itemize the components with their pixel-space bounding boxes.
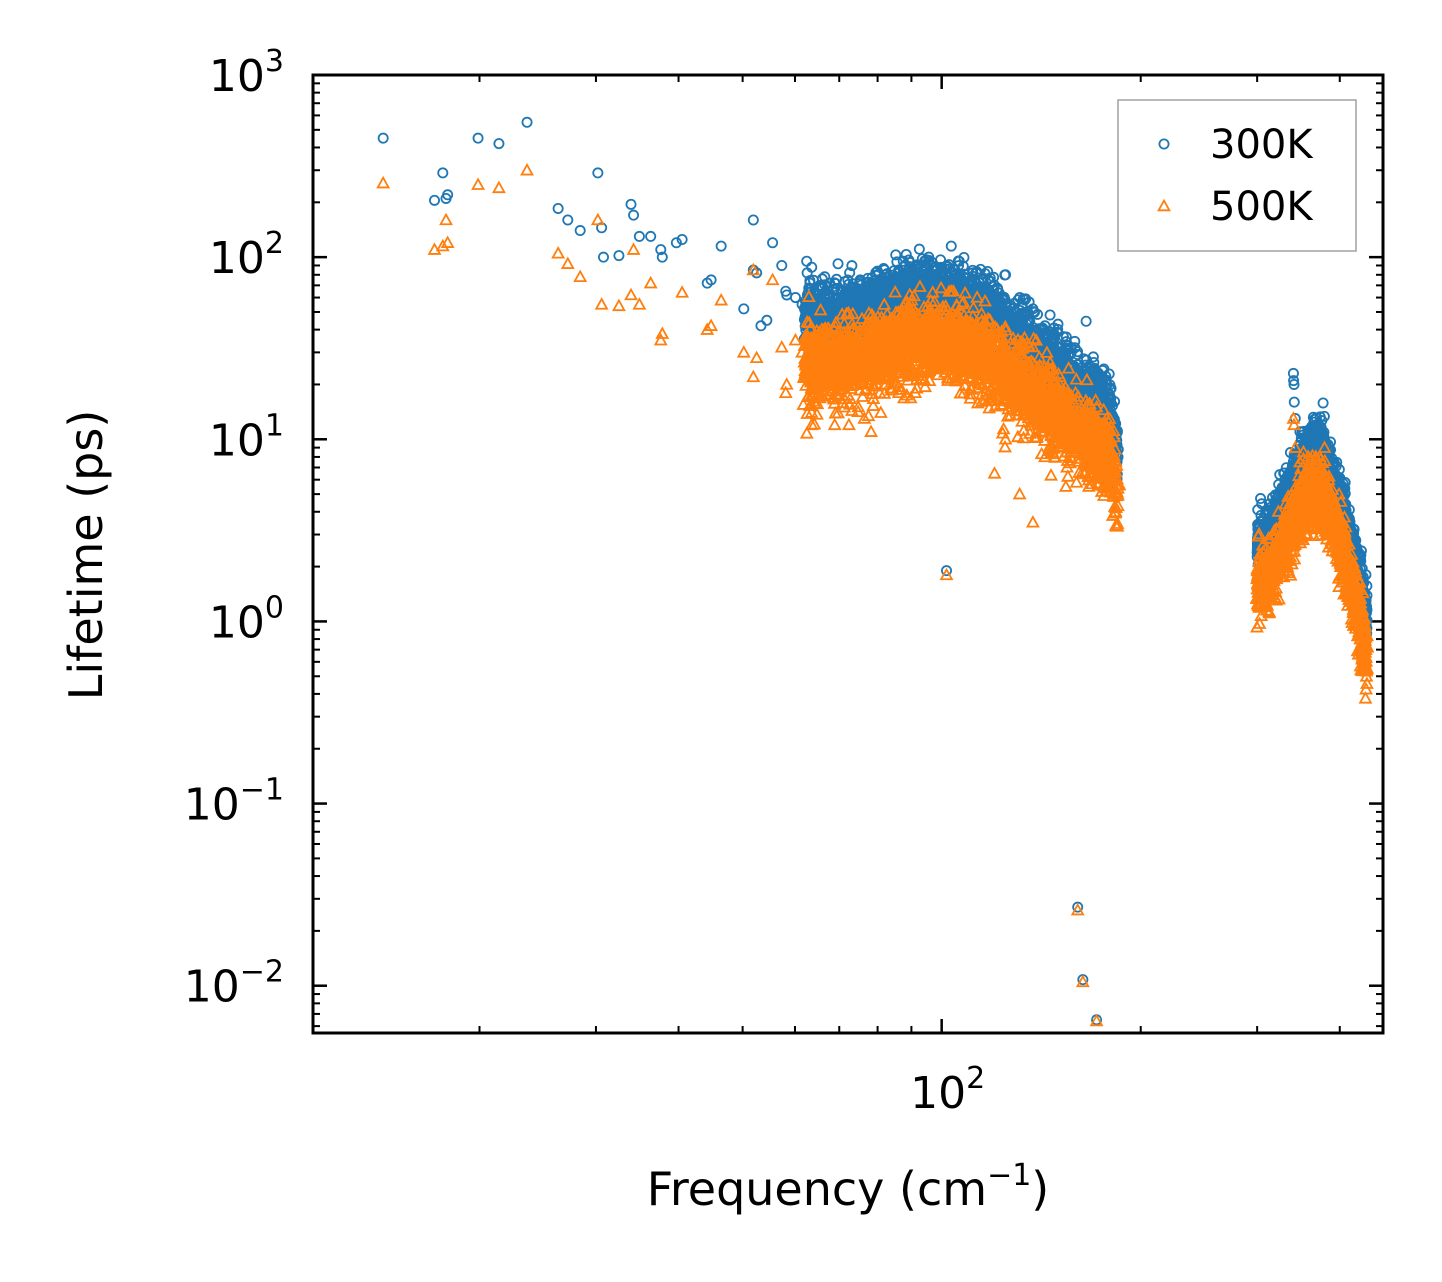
point-300k [846, 260, 858, 272]
point-300k [1069, 335, 1081, 347]
point-300k [851, 289, 863, 301]
point-300k [942, 261, 954, 273]
point-300k [890, 249, 902, 261]
point-300k [844, 267, 856, 279]
point-300k [1080, 315, 1092, 327]
point-300k [1044, 309, 1056, 321]
point-300k [992, 282, 1004, 294]
point-300k [1019, 294, 1031, 306]
data-points [376, 116, 1375, 1027]
